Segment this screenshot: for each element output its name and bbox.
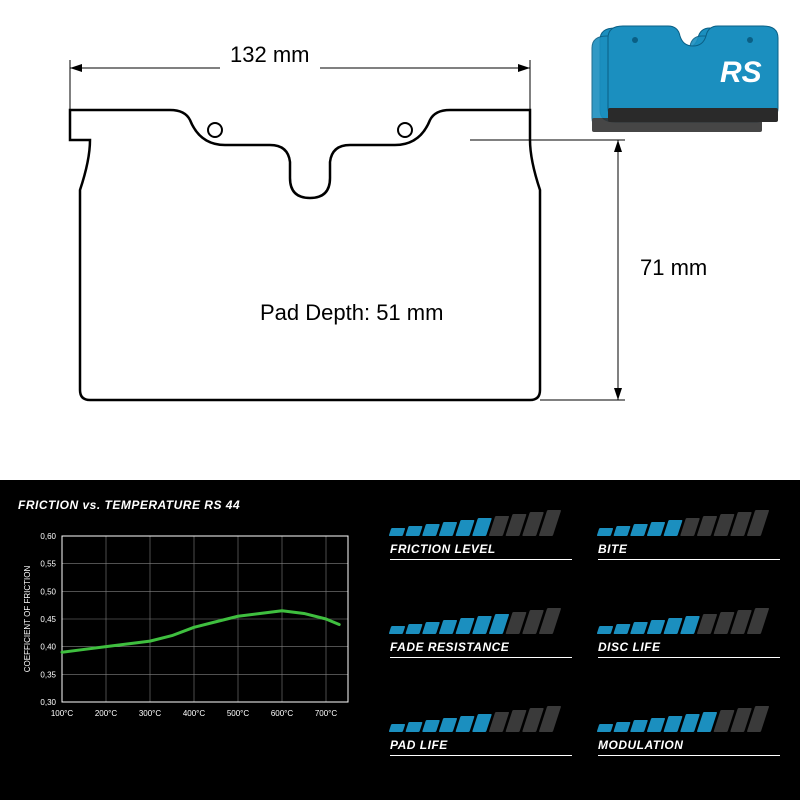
brake-pad-outline	[40, 60, 580, 440]
metric-modulation: MODULATION	[598, 706, 780, 790]
svg-text:200°C: 200°C	[95, 709, 118, 718]
metric-label: DISC LIFE	[598, 638, 780, 658]
metrics-grid: FRICTION LEVEL BITE FADE RESISTANCE DISC LI…	[380, 480, 800, 800]
svg-text:RS: RS	[720, 56, 762, 89]
svg-text:0,40: 0,40	[40, 643, 56, 652]
friction-chart: 0,30 0,35 0,40 0,45 0,50 0,55 0,60 100°C 200°C 30…	[18, 530, 358, 730]
metric-label: BITE	[598, 540, 780, 560]
svg-text:0,50: 0,50	[40, 587, 56, 596]
metric-label: FADE RESISTANCE	[390, 638, 572, 658]
svg-text:500°C: 500°C	[227, 709, 250, 718]
product-photo: RS	[580, 10, 780, 150]
metric-fade-resistance: FADE RESISTANCE	[390, 608, 572, 692]
metric-disc-life: DISC LIFE	[598, 608, 780, 692]
svg-text:100°C: 100°C	[51, 709, 74, 718]
height-dimension-label: 71 mm	[640, 255, 707, 281]
width-dimension-label: 132 mm	[230, 42, 309, 68]
chart-title: FRICTION vs. TEMPERATURE RS 44	[18, 498, 368, 512]
metric-label: PAD LIFE	[390, 736, 572, 756]
svg-text:0,30: 0,30	[40, 698, 56, 707]
svg-text:700°C: 700°C	[315, 709, 338, 718]
metric-pad-life: PAD LIFE	[390, 706, 572, 790]
svg-text:0,55: 0,55	[40, 560, 56, 569]
svg-text:0,35: 0,35	[40, 670, 56, 679]
svg-text:300°C: 300°C	[139, 709, 162, 718]
performance-panel: FRICTION vs. TEMPERATURE RS 44 0,300,350…	[0, 480, 800, 800]
svg-text:COEFFICIENT OF FRICTION: COEFFICIENT OF FRICTION	[23, 566, 32, 673]
metric-label: MODULATION	[598, 736, 780, 756]
svg-text:600°C: 600°C	[271, 709, 294, 718]
metric-label: FRICTION LEVEL	[390, 540, 572, 560]
metric-bite: BITE	[598, 510, 780, 594]
svg-text:400°C: 400°C	[183, 709, 206, 718]
metric-friction-level: FRICTION LEVEL	[390, 510, 572, 594]
svg-text:0,45: 0,45	[40, 615, 56, 624]
svg-text:0,60: 0,60	[40, 532, 56, 541]
pad-depth-label: Pad Depth: 51 mm	[260, 300, 443, 326]
